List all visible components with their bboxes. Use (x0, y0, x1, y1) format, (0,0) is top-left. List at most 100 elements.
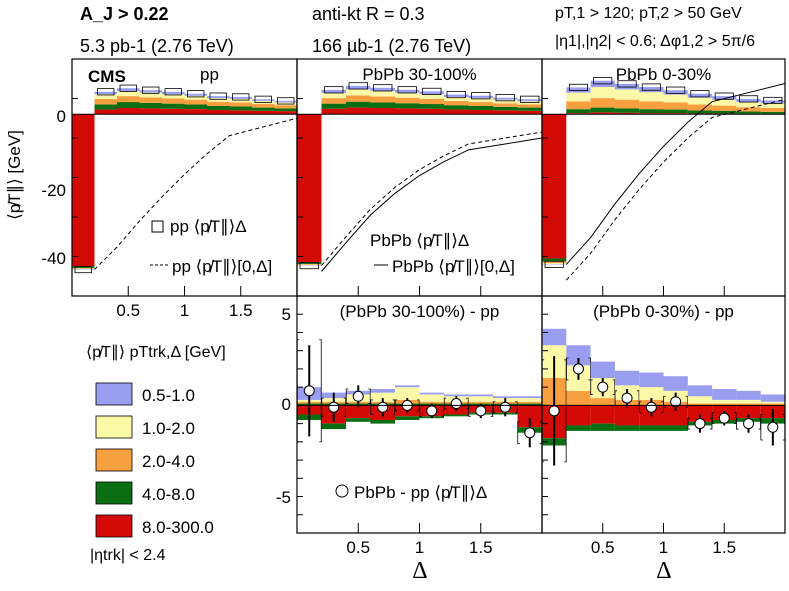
data-point-bin-5 (670, 396, 682, 408)
bar-pos-0.5-1.0-bin-3 (370, 388, 395, 393)
bar-8.0-300.0-bin-1 (321, 108, 346, 115)
panel-diff_30_100: (PbPb 30-100%) - pp (296, 295, 543, 534)
bar-4.0-8.0-bin-6 (444, 105, 469, 110)
bar-4.0-8.0-bin-1 (566, 109, 591, 114)
legend-label: 2.0-4.0 (142, 452, 195, 471)
bar-4.0-8.0-bin-3 (614, 108, 640, 113)
sys-box-bin-6 (690, 90, 710, 98)
bar-0.5-1.0-bin-3 (139, 90, 162, 93)
bar-4.0-8.0-bin-2 (590, 107, 615, 113)
panel-title: (PbPb 0-30%) - pp (593, 302, 734, 321)
sys-bracket-bin-2 (345, 388, 371, 404)
bar-pos-0.5-1.0-bin-2 (590, 361, 615, 379)
bar-pos-2.0-4.0-bin-8 (736, 403, 761, 406)
legend-diff: PbPb - pp ⟨p̸T∥⟩Δ (354, 483, 487, 502)
bar-8.0-300.0-bin-8 (493, 110, 518, 115)
bar-neg-8.0-300.0-bin-8 (736, 405, 761, 419)
bar-pos-0.5-1.0-bin-7 (712, 388, 737, 400)
bar-0.5-1.0-bin-1 (566, 87, 591, 93)
bar-0.5-1.0-bin-6 (687, 93, 713, 98)
panel-title: PbPb 0-30% (616, 65, 711, 84)
bar-1.0-2.0-bin-3 (370, 90, 395, 97)
bar-pos-0.5-1.0-bin-5 (419, 392, 444, 395)
bar-1.0-2.0-bin-3 (139, 92, 162, 98)
bar-1.0-2.0-bin-0 (542, 263, 567, 265)
bar-2.0-4.0-bin-4 (162, 98, 185, 104)
legend-swatch-1.0-2.0 (95, 415, 133, 439)
sys-box-bin-1 (324, 86, 344, 94)
data-point-bin-3 (377, 401, 389, 413)
bar-pos-2.0-4.0-bin-1 (566, 390, 591, 406)
bar-pos-0.5-1.0-bin-4 (639, 372, 664, 388)
data-point-bin-6 (450, 398, 462, 410)
sys-box-bin-9 (763, 96, 783, 105)
panel-title: (PbPb 30-100%) - pp (340, 302, 500, 321)
sys-bracket-bin-6 (443, 397, 469, 410)
bar-0.5-1.0-bin-8 (736, 98, 761, 103)
x-axis-label: Δ (412, 558, 427, 584)
bar-0.5-1.0-bin-6 (444, 94, 469, 97)
sys-bracket-bin-8 (492, 401, 518, 414)
bar-4.0-8.0-bin-1 (94, 104, 117, 110)
bar-8.0-300.0-bin-1 (94, 109, 117, 115)
bar-1.0-2.0-bin-3 (614, 89, 640, 100)
sys-bracket-bin-1 (566, 357, 591, 381)
bar-0.5-1.0-bin-6 (207, 96, 230, 99)
bar-pos-1.0-2.0-bin-6 (687, 396, 713, 404)
sys-bracket-bin-3 (370, 399, 396, 415)
bar-0.5-1.0-bin-7 (712, 96, 737, 100)
bar-4.0-8.0-bin-5 (419, 104, 444, 109)
bar-0.5-1.0-bin-4 (639, 87, 664, 93)
bar-neg-4.0-8.0-bin-5 (663, 425, 688, 431)
sys-box-bin-9 (520, 95, 540, 103)
legend-label: 8.0-300.0 (142, 518, 214, 537)
bar-8.0-300.0-bin-2 (346, 107, 371, 115)
bar-2.0-4.0-bin-9 (517, 104, 542, 108)
data-point-bin-8 (499, 401, 511, 413)
bar-2.0-4.0-bin-1 (321, 98, 346, 104)
x-axis-label: Δ (656, 558, 671, 584)
bar-2.0-4.0-bin-7 (712, 105, 737, 111)
y-axis-label: ⟨p̸T∥⟩ [GeV] (5, 130, 24, 220)
x-tick-label: 1 (180, 301, 189, 320)
legend-pbpb-delta: PbPb ⟨p̸T∥⟩Δ (370, 231, 469, 250)
bar-pos-0.5-1.0-bin-5 (663, 376, 688, 391)
bar-neg-8.0-300.0-bin-9 (517, 405, 542, 428)
sys-box-bin-2 (119, 84, 137, 92)
bar-2.0-4.0-bin-2 (590, 98, 615, 108)
bar-pos-1.0-2.0-bin-9 (760, 401, 785, 404)
header-right-line2: |η1|,|η2| < 0.6; Δφ1,2 > 5π/6 (555, 33, 755, 50)
bar-4.0-8.0-bin-9 (274, 108, 297, 112)
panel-title: pp (200, 65, 219, 84)
bar-4.0-8.0-bin-4 (639, 109, 664, 114)
bar-pos-1.0-2.0-bin-9 (517, 398, 542, 402)
legend-swatch-0.5-1.0 (95, 382, 133, 406)
data-point-bin-4 (645, 401, 657, 413)
bar-neg-4.0-8.0-bin-4 (395, 416, 420, 420)
bar-pos-4.0-8.0-bin-9 (517, 403, 542, 406)
bar-2.0-4.0-bin-6 (207, 101, 230, 107)
header-right-line1: pT,1 > 120; pT,2 > 50 GeV (555, 5, 742, 22)
bar-4.0-8.0-bin-3 (370, 102, 395, 108)
bar-8.0-300.0-bin-0 (297, 114, 322, 263)
bar-8.0-300.0-bin-5 (184, 109, 207, 115)
bar-0.5-1.0-bin-4 (162, 91, 185, 95)
data-point-bin-0 (548, 405, 560, 417)
bar-8.0-300.0-bin-3 (614, 112, 640, 115)
sys-box-bin-1 (97, 88, 115, 96)
bar-pos-0.5-1.0-bin-8 (493, 396, 518, 399)
bar-1.0-2.0-bin-7 (229, 98, 252, 103)
data-point-bin-8 (743, 418, 755, 430)
bar-4.0-8.0-bin-2 (117, 102, 140, 108)
sys-box-bin-4 (397, 86, 417, 94)
header-mid-title: anti-kt R = 0.3 (312, 4, 425, 24)
bar-8.0-300.0-bin-7 (468, 109, 493, 115)
legend-label: 0.5-1.0 (142, 386, 195, 405)
legend-label: 4.0-8.0 (142, 485, 195, 504)
bar-1.0-2.0-bin-8 (493, 99, 518, 104)
bar-pos-1.0-2.0-bin-8 (736, 399, 761, 404)
bar-2.0-4.0-bin-9 (274, 105, 297, 109)
bar-1.0-2.0-bin-9 (760, 103, 785, 108)
bar-1.0-2.0-bin-2 (590, 87, 615, 99)
bar-8.0-300.0-bin-4 (639, 113, 664, 115)
